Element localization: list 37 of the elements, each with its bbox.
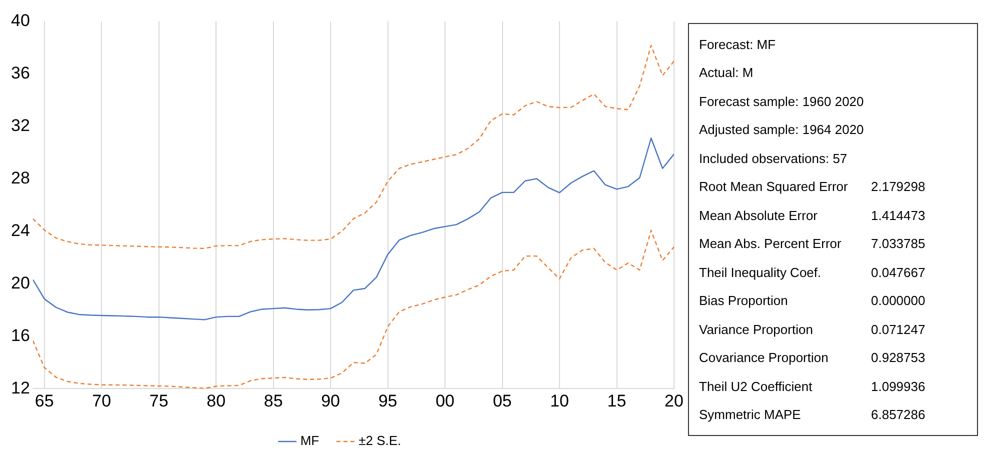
x-tick-label: 75	[149, 391, 168, 410]
text: Theil U2 Coefficient 1.099936	[699, 378, 926, 394]
y-tick-label: 12	[10, 378, 30, 398]
x-tick-label: 15	[607, 391, 626, 410]
text: Variance Proportion 0.071247	[699, 322, 926, 337]
legend-label: MF	[300, 433, 320, 448]
x-tick-label: 70	[92, 391, 112, 410]
y-tick-label: 24	[10, 220, 30, 240]
x-tick-label: 80	[206, 391, 226, 410]
y-tick-label: 36	[10, 63, 30, 82]
x-tick-label: 90	[321, 391, 340, 410]
text: Forecast sample: 1960 2020	[699, 94, 865, 109]
text: Actual: M	[699, 65, 754, 80]
x-tick-label: 00	[436, 391, 454, 410]
y-tick-label: 16	[10, 326, 30, 345]
text: Forecast: MF	[699, 36, 777, 52]
y-tick-label: 40	[10, 10, 30, 30]
y-tick-label: 20	[10, 273, 30, 292]
x-tick-label: 20	[664, 391, 684, 410]
text: Symmetric MAPE 6.857286	[699, 407, 926, 422]
x-tick-label: 95	[378, 391, 398, 410]
text: Mean Abs. Percent Error 7.033785	[699, 236, 926, 252]
y-tick-label: 28	[10, 168, 30, 188]
legend-label: ±2 S.E.	[358, 433, 402, 448]
text: Theil Inequality Coef. 0.047667	[699, 264, 926, 280]
text: Root Mean Squared Error 2.179298	[699, 179, 926, 194]
text: Covariance Proportion 0.928753	[699, 350, 926, 366]
line-series	[32, 44, 674, 250]
text: Mean Absolute Error 1.414473	[699, 208, 926, 223]
x-tick-label: 05	[492, 391, 512, 410]
x-tick-label: 10	[550, 391, 569, 410]
x-tick-label: 65	[34, 391, 54, 410]
text: Bias Proportion 0.000000	[699, 293, 926, 308]
text: Included observations: 57	[699, 150, 848, 166]
x-tick-label: 85	[264, 391, 283, 410]
text: Adjusted sample: 1964 2020	[699, 122, 865, 138]
y-tick-label: 32	[10, 116, 30, 135]
